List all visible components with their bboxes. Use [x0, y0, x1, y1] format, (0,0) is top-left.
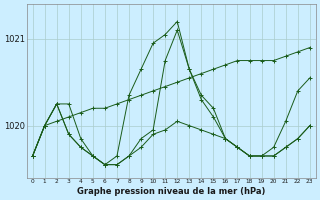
X-axis label: Graphe pression niveau de la mer (hPa): Graphe pression niveau de la mer (hPa) [77, 187, 265, 196]
